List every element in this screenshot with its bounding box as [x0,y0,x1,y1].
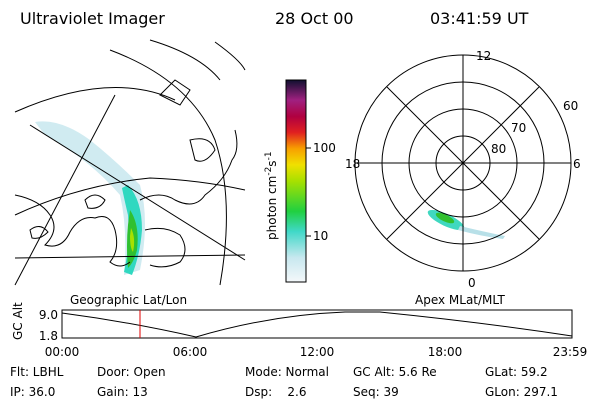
info-field: Door: Open [97,365,166,379]
mlt-label: 12 [476,49,491,63]
y-tick-label: 1.8 [39,329,58,343]
info-field: GLat: 59.2 [485,365,548,379]
unit-text: photon cm [265,176,279,240]
mlt-line [386,86,540,240]
lon-arc [149,39,221,81]
title: Ultraviolet Imager [20,9,165,28]
lat-circle [14,254,246,259]
y-tick-label: 9.0 [39,308,58,322]
info-field: Flt: LBHL [10,365,64,379]
coastline [144,227,186,268]
plot-frame [61,309,573,339]
info-field: GLon: 297.1 [485,385,558,399]
lon-arc [109,49,227,286]
lat-circle [14,177,246,216]
left-label: Geographic Lat/Lon [70,293,187,307]
info-field: Mode: Normal [245,365,329,379]
x-tick-label: 12:00 [300,345,335,359]
y-axis-label: GC Alt [11,302,25,340]
unit-exp: -1 [264,151,274,160]
x-tick-label: 18:00 [428,345,463,359]
colorbar [285,79,307,283]
info-panel: Flt: LBHL Door: Open Mode: Normal GC Alt: 5… [10,365,558,399]
island [159,79,191,106]
date: 28 Oct 00 [275,9,354,28]
aurora-oval-core [435,212,455,224]
right-label: Apex MLat/MLT [415,293,505,307]
mlat-label: 80 [491,142,506,156]
lon-line [14,94,116,286]
info-field: GC Alt: 5.6 Re [353,365,437,379]
altitude-curve [61,311,573,338]
lon-arc [214,41,246,71]
lon-line [29,124,246,261]
polar-plot: 12 6 0 18 60 70 80 [345,49,581,290]
mlat-label: 70 [511,121,526,135]
coastline [14,194,131,267]
x-tick-label: 00:00 [45,345,80,359]
info-field: Dsp: 2.6 [245,385,307,399]
mlt-label: 0 [468,276,476,290]
aurora-peak [130,228,135,252]
colorbar-tick-label: 100 [313,141,336,155]
unit-text: s [265,160,279,166]
info-field: IP: 36.0 [10,385,55,399]
coastline [139,129,238,205]
island [84,194,106,209]
x-tick-label: 06:00 [173,345,208,359]
info-field: Gain: 13 [97,385,148,399]
mlt-label: 6 [573,157,581,171]
colorbar-tick-label: 10 [313,229,328,243]
mlat-label: 60 [563,99,578,113]
island [29,226,49,239]
x-tick-label: 23:59 [553,345,588,359]
lat-circle [14,87,176,113]
island [189,138,216,162]
time: 03:41:59 UT [430,9,529,28]
info-field: Seq: 39 [353,385,399,399]
map [14,39,246,286]
aurora-tail [458,226,505,239]
mlt-label: 18 [345,157,360,171]
colorbar-unit: photon cm-2s-1 [264,151,279,240]
unit-exp: -2 [264,167,274,176]
